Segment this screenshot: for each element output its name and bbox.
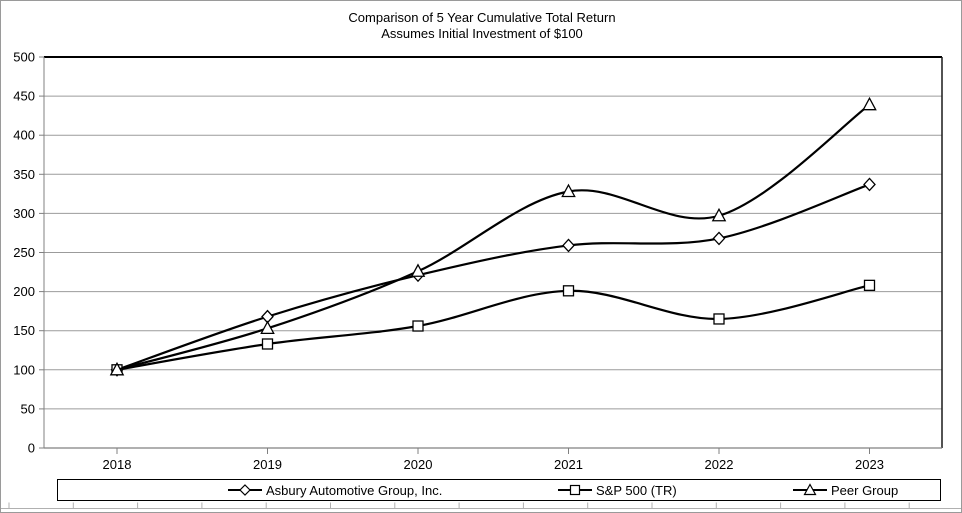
- y-axis-tick-label: 350: [13, 167, 35, 182]
- square-marker: [863, 279, 876, 291]
- y-axis-tick-label: 200: [13, 284, 35, 299]
- diamond-marker: [863, 177, 876, 192]
- diamond-marker: [562, 238, 575, 253]
- y-axis-tick-label: 300: [13, 206, 35, 221]
- y-axis-tick-label: 100: [13, 362, 35, 377]
- y-axis-tick-label: 450: [13, 89, 35, 104]
- series-line: [116, 103, 871, 371]
- square-marker: [562, 285, 575, 297]
- legend-item-sp500: S&P 500 (TR): [558, 480, 677, 500]
- chart-title-line2: Assumes Initial Investment of $100: [381, 26, 583, 41]
- triangle-marker: [260, 320, 275, 335]
- y-axis-tick-label: 0: [28, 441, 35, 456]
- x-axis-tick-label: 2021: [554, 457, 583, 472]
- y-axis-tick-label: 400: [13, 128, 35, 143]
- triangle-marker: [711, 207, 727, 222]
- square-marker: [713, 313, 725, 325]
- square-marker: [261, 338, 274, 350]
- chart-title-line1: Comparison of 5 Year Cumulative Total Re…: [348, 10, 616, 25]
- triangle-marker: [109, 361, 125, 376]
- legend-label-asbury: Asbury Automotive Group, Inc.: [266, 482, 443, 498]
- x-axis-tick-label: 2023: [855, 457, 884, 472]
- triangle-marker: [410, 263, 426, 277]
- x-axis-tick-label: 2022: [705, 457, 734, 472]
- y-axis-tick-label: 500: [13, 50, 35, 65]
- y-axis-tick-label: 250: [13, 245, 35, 260]
- chart-legend: Asbury Automotive Group, Inc. S&P 500 (T…: [57, 479, 941, 501]
- y-axis-tick-label: 50: [21, 401, 35, 416]
- triangle-marker-icon: [793, 483, 827, 496]
- x-axis-tick-label: 2020: [404, 457, 433, 472]
- y-axis-tick-label: 150: [13, 323, 35, 338]
- series-line: [116, 183, 870, 371]
- x-axis-tick-label: 2019: [253, 457, 282, 472]
- square-marker-icon: [558, 484, 592, 496]
- chart-title: Comparison of 5 Year Cumulative Total Re…: [1, 10, 961, 42]
- x-axis-tick-label: 2018: [103, 457, 132, 472]
- legend-label-sp500: S&P 500 (TR): [596, 482, 677, 498]
- diamond-marker-icon: [228, 484, 262, 496]
- legend-label-peer-group: Peer Group: [831, 482, 899, 498]
- square-marker: [412, 320, 424, 332]
- triangle-marker: [561, 183, 576, 198]
- legend-item-peer-group: Peer Group: [793, 480, 898, 500]
- triangle-marker: [862, 96, 877, 111]
- legend-item-asbury: Asbury Automotive Group, Inc.: [228, 480, 442, 500]
- diamond-marker: [712, 231, 726, 246]
- series-line: [116, 284, 870, 371]
